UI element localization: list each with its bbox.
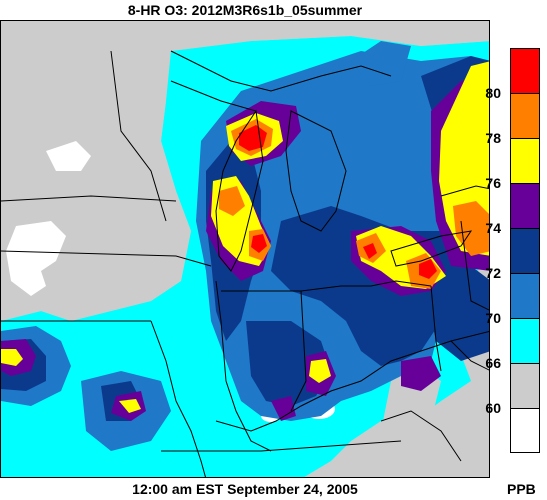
legend-bin-purple	[511, 184, 539, 229]
legend-tick-76: 76	[485, 175, 501, 191]
legend-bin-cyan	[511, 319, 539, 364]
legend-tick-60: 60	[485, 400, 501, 416]
ozone-map	[0, 20, 490, 478]
map-title: 8-HR O3: 2012M3R6s1b_05summer	[127, 2, 363, 18]
color-legend	[510, 48, 540, 453]
legend-tick-80: 80	[485, 85, 501, 101]
state-boundaries	[1, 50, 489, 477]
legend-tick-70: 70	[485, 310, 501, 326]
legend-units: PPB	[507, 481, 536, 497]
legend-bin-white	[511, 409, 539, 452]
legend-bin-navy	[511, 229, 539, 274]
legend-bin-yellow	[511, 139, 539, 184]
legend-tick-74: 74	[485, 220, 501, 236]
legend-bin-gray	[511, 364, 539, 409]
legend-bin-orange	[511, 94, 539, 139]
legend-bin-blue	[511, 274, 539, 319]
legend-tick-72: 72	[485, 265, 501, 281]
map-timestamp: 12:00 am EST September 24, 2005	[132, 481, 358, 497]
legend-bin-red	[511, 49, 539, 94]
legend-tick-66: 66	[485, 355, 501, 371]
legend-tick-78: 78	[485, 130, 501, 146]
region-red	[239, 125, 437, 279]
